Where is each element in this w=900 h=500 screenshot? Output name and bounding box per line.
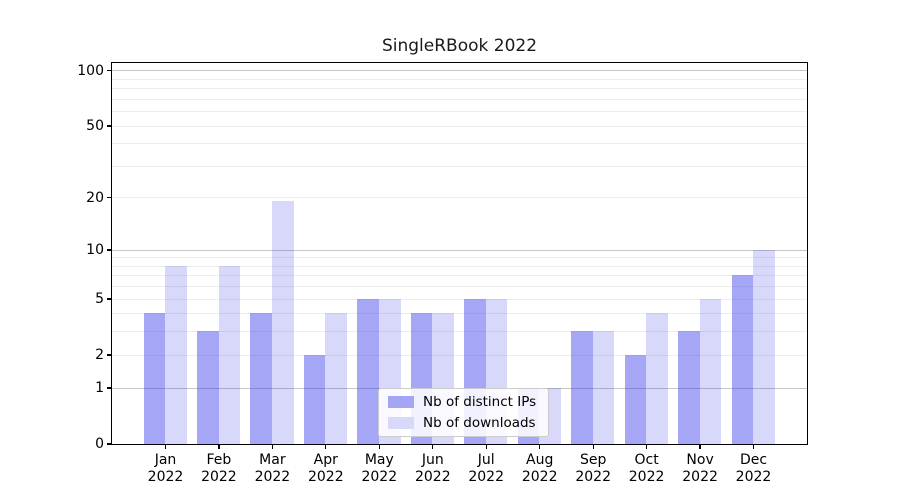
- y-tick-label: 100: [77, 62, 104, 79]
- x-tick-label: Feb 2022: [187, 452, 251, 486]
- x-axis-tick: [325, 444, 327, 449]
- bar-downloads: [218, 265, 241, 444]
- legend-label-distinct-ips: Nb of distinct IPs: [423, 394, 537, 410]
- y-axis-tick: [107, 69, 112, 72]
- x-axis-tick: [271, 444, 274, 449]
- minor-gridline: [111, 275, 807, 277]
- x-tick-year: 2022: [628, 469, 665, 485]
- x-tick-label: Oct 2022: [615, 452, 679, 486]
- y-axis-tick: [107, 298, 112, 300]
- x-axis-tick: [539, 444, 541, 449]
- minor-gridline: [111, 88, 807, 90]
- x-tick-year: 2022: [361, 469, 398, 485]
- bar-distinct-ips: [357, 298, 379, 444]
- y-tick-label: 20: [86, 189, 104, 206]
- minor-gridline: [111, 331, 807, 333]
- bar-distinct-ips: [250, 313, 272, 444]
- minor-gridline: [111, 257, 807, 259]
- y-axis-tick: [107, 354, 112, 356]
- y-tick-label: 2: [95, 347, 104, 364]
- y-tick-label: 10: [86, 242, 104, 258]
- bar-downloads: [646, 313, 668, 444]
- x-axis-tick: [645, 444, 648, 449]
- y-axis-tick: [107, 249, 112, 251]
- x-tick-year: 2022: [735, 469, 772, 485]
- x-tick-label: Aug 2022: [508, 452, 572, 486]
- legend-label-downloads: Nb of downloads: [423, 415, 536, 431]
- bar-distinct-ips: [196, 331, 219, 444]
- y-axis-tick: [107, 443, 112, 445]
- minor-gridline: [111, 197, 807, 199]
- x-tick-year: 2022: [682, 469, 718, 485]
- x-tick-label: Mar 2022: [240, 452, 304, 486]
- x-tick-year: 2022: [307, 469, 344, 485]
- bar-distinct-ips: [303, 354, 326, 444]
- major-gridline: [111, 70, 807, 72]
- legend: Nb of distinct IPs Nb of downloads: [378, 388, 550, 437]
- y-tick-label: 1: [95, 379, 104, 396]
- x-axis-tick: [164, 444, 167, 449]
- minor-gridline: [111, 78, 807, 80]
- minor-gridline: [111, 125, 807, 127]
- y-axis-tick: [107, 197, 112, 199]
- x-tick-label: Sep 2022: [561, 452, 625, 486]
- bar-distinct-ips: [571, 331, 593, 444]
- x-tick-year: 2022: [201, 469, 237, 485]
- major-gridline: [111, 249, 807, 251]
- x-axis-tick: [378, 444, 380, 449]
- x-tick-label: Jan 2022: [134, 452, 198, 486]
- bar-downloads: [165, 265, 187, 444]
- x-axis-tick: [485, 444, 487, 449]
- legend-swatch-downloads: [388, 417, 414, 429]
- minor-gridline: [111, 354, 807, 356]
- x-tick-year: 2022: [468, 469, 504, 485]
- minor-gridline: [111, 143, 807, 145]
- x-tick-label: Nov 2022: [668, 452, 732, 486]
- y-axis-tick: [107, 125, 112, 127]
- x-tick-year: 2022: [521, 469, 558, 485]
- y-tick-label: 5: [95, 291, 104, 307]
- bar-distinct-ips: [731, 275, 754, 444]
- x-tick-label: Jul 2022: [454, 452, 518, 486]
- bar-downloads: [699, 298, 722, 444]
- x-tick-year: 2022: [147, 469, 184, 485]
- x-axis-tick: [592, 444, 594, 449]
- bar-distinct-ips: [678, 331, 700, 444]
- x-axis-tick: [699, 444, 701, 449]
- minor-gridline: [111, 111, 807, 112]
- x-tick-label: Jun 2022: [401, 452, 465, 486]
- legend-item-distinct-ips: Nb of distinct IPs: [388, 394, 536, 410]
- y-tick-label: 0: [95, 436, 104, 452]
- minor-gridline: [111, 286, 807, 288]
- x-tick-year: 2022: [414, 469, 451, 485]
- minor-gridline: [111, 265, 807, 267]
- y-axis-tick: [107, 387, 112, 389]
- bar-downloads: [272, 201, 294, 444]
- minor-gridline: [111, 298, 807, 300]
- y-tick-label: 50: [86, 117, 104, 134]
- x-tick-year: 2022: [575, 469, 611, 485]
- x-axis-tick: [218, 444, 220, 449]
- minor-gridline: [111, 313, 807, 315]
- bar-distinct-ips: [624, 354, 647, 444]
- legend-item-downloads: Nb of downloads: [388, 415, 536, 431]
- minor-gridline: [111, 98, 807, 100]
- x-axis-tick: [752, 444, 755, 449]
- bar-downloads: [592, 331, 615, 444]
- chart-title: SingleRBook 2022: [381, 36, 538, 56]
- x-tick-label: Apr 2022: [294, 452, 358, 486]
- bar-distinct-ips: [143, 313, 166, 444]
- bar-downloads: [325, 313, 347, 444]
- minor-gridline: [111, 165, 807, 167]
- bar-downloads: [753, 249, 775, 444]
- x-axis-tick: [432, 444, 434, 449]
- x-tick-year: 2022: [254, 469, 291, 485]
- x-tick-label: Dec 2022: [722, 452, 786, 486]
- legend-swatch-distinct-ips: [388, 396, 414, 408]
- x-tick-label: May 2022: [347, 452, 411, 486]
